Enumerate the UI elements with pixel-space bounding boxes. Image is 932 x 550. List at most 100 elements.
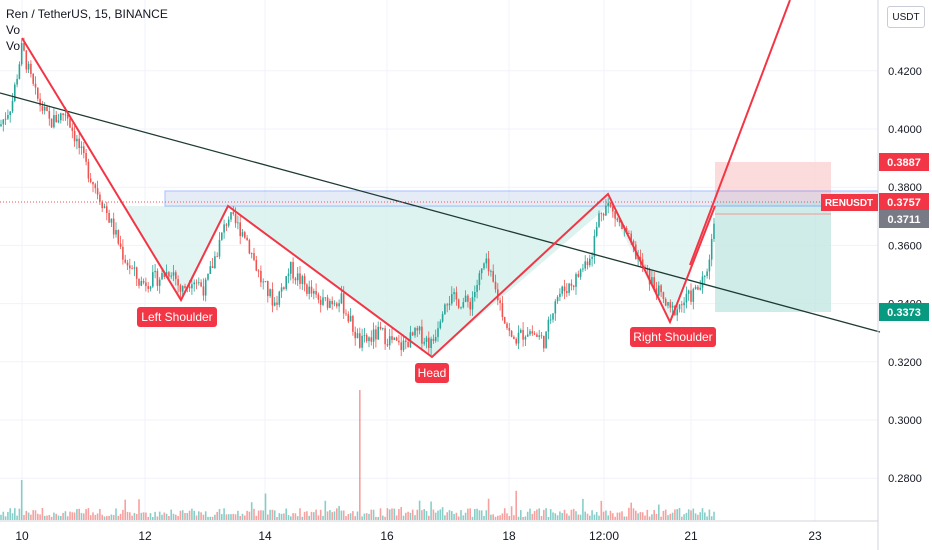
volume-bar [308,515,310,520]
volume-bar [697,514,699,520]
candle [32,72,34,86]
volume-bar [375,516,377,520]
volume-bar [641,512,644,520]
volume-bar [25,510,28,520]
chart-legend: Ren / TetherUS, 15, BINANCE Vo Vo [6,6,168,54]
volume-bar [262,510,264,520]
candle [50,118,53,128]
price-tick-label: 0.3800 [888,182,922,194]
candle [264,281,267,283]
currency-selector[interactable]: USDT [887,6,925,28]
volume-bar [345,516,347,520]
candle [303,273,306,292]
candle [356,328,359,339]
volume-bar [451,511,453,520]
candle [106,201,108,221]
candle [506,321,508,330]
volume-bar [278,513,281,520]
volume-bar [382,515,384,520]
time-axis[interactable]: 10 12 14 16 18 12:00 21 23 [15,529,822,543]
candle [607,197,609,214]
candle [616,217,619,222]
volume-bar [101,514,103,520]
candle [324,297,327,302]
volume-bar [186,513,189,520]
svg-text:Left Shoulder: Left Shoulder [141,310,212,324]
volume-bar [464,512,467,520]
candle [439,319,442,330]
candle [563,279,566,300]
price-axis[interactable]: 0.42000.40000.38000.36000.34000.32000.30… [888,66,922,485]
candle [697,285,699,291]
volume-bar [559,511,561,520]
last-price-label: 0.3757 [879,193,929,211]
volume-bar [664,509,667,520]
candle [89,172,92,184]
volume-bar [379,508,382,520]
volume-bar [299,508,301,520]
candle [451,286,453,306]
candle [398,335,400,346]
volume-bar [694,513,697,520]
volume-indicator-2[interactable]: Vo [6,39,21,53]
candle [664,297,667,307]
candle [361,328,363,352]
volume-bar [522,516,524,520]
candle [533,331,536,336]
candle [609,202,612,208]
volume-bar [515,490,517,520]
volume-bar [552,512,554,520]
volume-bar [621,511,623,520]
candle [368,336,370,348]
candle [386,338,389,348]
candle [76,135,78,150]
candle [156,268,159,291]
candle [480,268,483,280]
candle [448,295,451,311]
candle [421,319,423,352]
candle [437,321,439,342]
candle [384,325,386,350]
volume-bar [204,511,207,520]
candle [34,76,37,95]
volume-bar [474,509,476,520]
volume-bar [322,515,324,520]
candle [313,288,315,300]
candle [239,216,241,245]
candle [540,331,543,339]
candle [605,199,607,216]
candle [55,111,57,123]
volume-bar [407,511,409,520]
volume-bar [290,516,292,520]
candle [547,316,550,340]
candle [255,255,258,272]
volume-bar [359,390,361,520]
candle [39,93,41,112]
price-tick-label: 0.4200 [888,66,922,78]
candle [138,278,140,289]
symbol-title[interactable]: Ren / TetherUS, 15, BINANCE [6,7,168,21]
candle [0,119,2,128]
volume-bar [172,513,175,520]
volume-bar [432,509,435,520]
volume-indicator-1[interactable]: Vo [6,23,21,37]
volume-bar [618,512,621,520]
volume-bar [655,513,658,520]
candle [694,284,697,290]
volume-bar [152,516,154,520]
candle [244,230,246,239]
candle [126,259,129,270]
candle [73,123,76,147]
candle [299,265,301,290]
volume-bar [207,516,209,520]
candle [388,328,391,350]
volume-bar [377,516,379,520]
volume-bar [586,513,589,520]
candle [331,296,333,310]
candle [149,285,152,292]
candle [667,301,669,309]
candle [639,249,642,267]
candle [628,230,630,234]
volume-bar [161,514,163,520]
